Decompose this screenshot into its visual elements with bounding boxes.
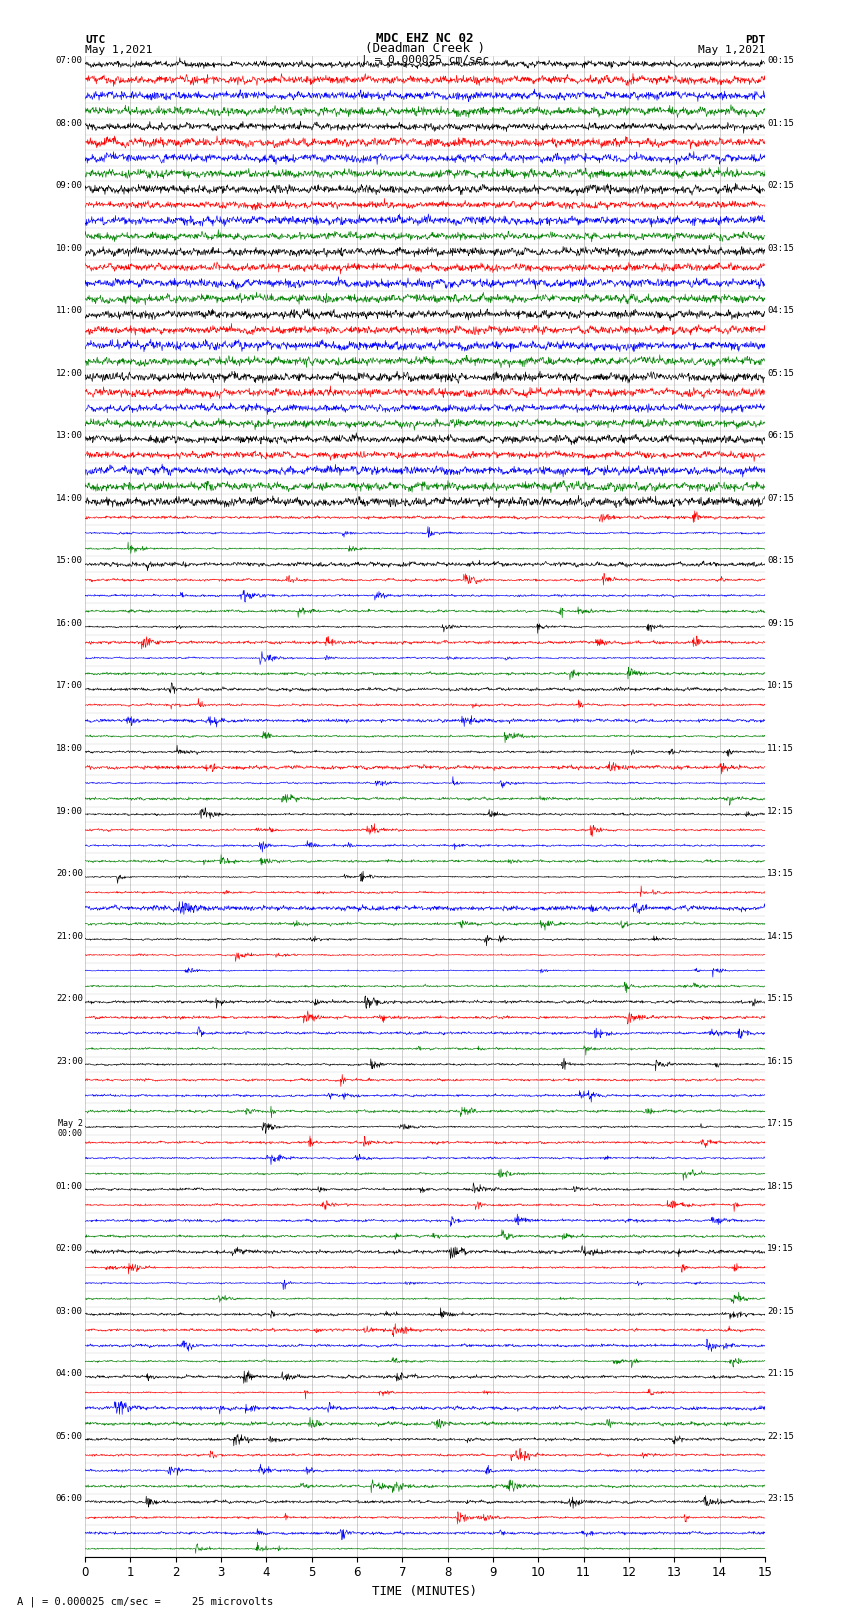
Text: 01:15: 01:15 <box>768 119 794 127</box>
Text: 17:00: 17:00 <box>56 681 82 690</box>
Text: 08:15: 08:15 <box>768 556 794 566</box>
Text: 05:00: 05:00 <box>56 1431 82 1440</box>
Text: 08:00: 08:00 <box>56 119 82 127</box>
Text: 10:00: 10:00 <box>56 244 82 253</box>
Text: 15:00: 15:00 <box>56 556 82 566</box>
Text: 04:15: 04:15 <box>768 306 794 316</box>
Text: 02:00: 02:00 <box>56 1244 82 1253</box>
Text: 09:00: 09:00 <box>56 182 82 190</box>
Text: MDC EHZ NC 02: MDC EHZ NC 02 <box>377 32 473 45</box>
Text: 23:15: 23:15 <box>768 1494 794 1503</box>
Text: 07:15: 07:15 <box>768 494 794 503</box>
Text: 17:15: 17:15 <box>768 1119 794 1127</box>
Text: 19:00: 19:00 <box>56 806 82 816</box>
Text: May 1,2021: May 1,2021 <box>85 45 152 55</box>
Text: 13:00: 13:00 <box>56 431 82 440</box>
Text: 03:15: 03:15 <box>768 244 794 253</box>
Text: 01:00: 01:00 <box>56 1181 82 1190</box>
Text: 15:15: 15:15 <box>768 994 794 1003</box>
Text: 14:00: 14:00 <box>56 494 82 503</box>
Text: 20:00: 20:00 <box>56 869 82 877</box>
Text: 09:15: 09:15 <box>768 619 794 627</box>
X-axis label: TIME (MINUTES): TIME (MINUTES) <box>372 1586 478 1598</box>
Text: 11:00: 11:00 <box>56 306 82 316</box>
Text: 13:15: 13:15 <box>768 869 794 877</box>
Text: 23:00: 23:00 <box>56 1057 82 1066</box>
Text: 12:15: 12:15 <box>768 806 794 816</box>
Text: 11:15: 11:15 <box>768 744 794 753</box>
Text: 22:00: 22:00 <box>56 994 82 1003</box>
Text: 22:15: 22:15 <box>768 1431 794 1440</box>
Text: A | = 0.000025 cm/sec =     25 microvolts: A | = 0.000025 cm/sec = 25 microvolts <box>17 1595 273 1607</box>
Text: 18:00: 18:00 <box>56 744 82 753</box>
Text: 12:00: 12:00 <box>56 369 82 377</box>
Text: 21:00: 21:00 <box>56 931 82 940</box>
Text: 18:15: 18:15 <box>768 1181 794 1190</box>
Text: 20:15: 20:15 <box>768 1307 794 1316</box>
Text: 06:00: 06:00 <box>56 1494 82 1503</box>
Text: 06:15: 06:15 <box>768 431 794 440</box>
Text: 16:15: 16:15 <box>768 1057 794 1066</box>
Text: UTC: UTC <box>85 35 105 45</box>
Text: 05:15: 05:15 <box>768 369 794 377</box>
Text: 16:00: 16:00 <box>56 619 82 627</box>
Text: (Deadman Creek ): (Deadman Creek ) <box>365 42 485 55</box>
Text: | = 0.000025 cm/sec: | = 0.000025 cm/sec <box>361 53 489 65</box>
Text: May 2
00:00: May 2 00:00 <box>58 1119 82 1139</box>
Text: 10:15: 10:15 <box>768 681 794 690</box>
Text: May 1,2021: May 1,2021 <box>698 45 765 55</box>
Text: 02:15: 02:15 <box>768 182 794 190</box>
Text: 14:15: 14:15 <box>768 931 794 940</box>
Text: PDT: PDT <box>745 35 765 45</box>
Text: 04:00: 04:00 <box>56 1369 82 1378</box>
Text: 21:15: 21:15 <box>768 1369 794 1378</box>
Text: 00:15: 00:15 <box>768 56 794 66</box>
Text: 07:00: 07:00 <box>56 56 82 66</box>
Text: 19:15: 19:15 <box>768 1244 794 1253</box>
Text: 03:00: 03:00 <box>56 1307 82 1316</box>
